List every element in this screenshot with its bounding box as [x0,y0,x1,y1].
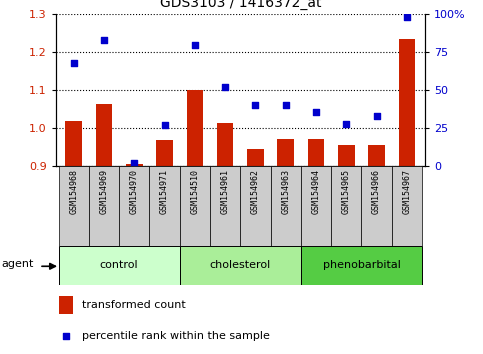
Bar [277,139,294,166]
Bar [58,166,89,246]
Text: GSM154971: GSM154971 [160,169,169,214]
Text: GSM154962: GSM154962 [251,169,260,214]
Bar [149,166,180,246]
Text: transformed count: transformed count [82,299,186,310]
Bar [217,122,233,166]
Bar [392,166,422,246]
Bar [368,145,385,166]
Text: GSM154966: GSM154966 [372,169,381,214]
Bar [96,104,113,166]
Bar [58,296,73,314]
Bar [241,166,270,246]
Bar [398,39,415,166]
Point [221,84,229,90]
Text: phenobarbital: phenobarbital [323,261,400,270]
Point [373,113,381,119]
Bar [247,149,264,166]
Text: GSM154963: GSM154963 [281,169,290,214]
Bar [119,166,149,246]
Point [100,37,108,43]
Title: GDS3103 / 1416372_at: GDS3103 / 1416372_at [159,0,321,10]
Point [403,15,411,20]
Bar [186,90,203,166]
Point [282,103,290,108]
Text: GSM154967: GSM154967 [402,169,412,214]
Bar [301,166,331,246]
Bar [361,166,392,246]
Text: GSM154968: GSM154968 [69,169,78,214]
Bar [126,165,142,166]
Text: control: control [100,261,139,270]
Text: GSM154969: GSM154969 [99,169,109,214]
Point [161,122,169,128]
Point [342,121,350,127]
Bar [58,246,180,285]
Bar [270,166,301,246]
Bar [89,166,119,246]
Point [191,42,199,47]
Bar [301,246,422,285]
Bar [65,121,82,166]
Bar [338,145,355,166]
Text: GSM154970: GSM154970 [130,169,139,214]
Bar [210,166,241,246]
Text: agent: agent [1,258,34,269]
Text: cholesterol: cholesterol [210,261,271,270]
Text: GSM154964: GSM154964 [312,169,321,214]
Text: GSM154961: GSM154961 [221,169,229,214]
Bar [308,139,325,166]
Bar [156,140,173,166]
Point [62,333,70,339]
Bar [331,166,361,246]
Point [312,109,320,114]
Text: GSM154965: GSM154965 [342,169,351,214]
Point [252,103,259,108]
Text: percentile rank within the sample: percentile rank within the sample [82,331,270,342]
Point [70,60,78,66]
Bar [180,166,210,246]
Bar [180,246,301,285]
Point [130,160,138,166]
Text: GSM154510: GSM154510 [190,169,199,214]
